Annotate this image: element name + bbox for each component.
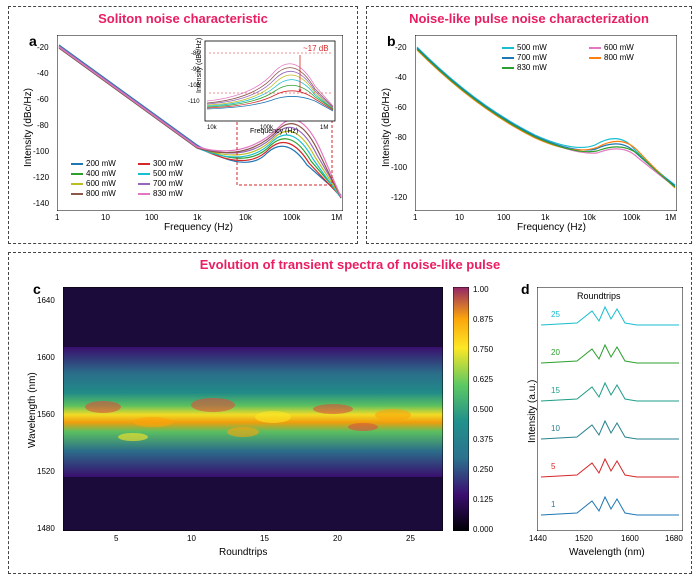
heatmap	[63, 287, 443, 531]
svg-text:1: 1	[551, 500, 556, 509]
panel-a-xlabel: Frequency (Hz)	[164, 222, 233, 233]
panel-c-sublabel: c	[33, 281, 41, 297]
svg-text:25: 25	[551, 310, 560, 319]
svg-text:-110: -110	[188, 99, 200, 105]
svg-text:10: 10	[551, 424, 560, 433]
panel-b-title: Noise-like pulse noise characterization	[367, 11, 691, 26]
panel-c-title: Evolution of transient spectra of noise-…	[9, 257, 691, 272]
svg-text:10k: 10k	[207, 125, 218, 131]
inset-annotation: ~17 dB	[303, 44, 329, 53]
panel-b-xlabel: Frequency (Hz)	[517, 222, 586, 233]
panel-b-ylabel: Intensity (dBc/Hz)	[381, 88, 392, 167]
svg-text:100k: 100k	[260, 125, 274, 131]
lineplot-xlabel: Wavelength (nm)	[569, 547, 645, 558]
svg-text:1M: 1M	[320, 125, 328, 131]
svg-text:15: 15	[551, 386, 560, 395]
panel-b: Noise-like pulse noise characterization …	[366, 6, 692, 244]
heatmap-xlabel: Roundtrips	[219, 547, 267, 558]
lineplot-ylabel: Intensity (a.u.)	[527, 380, 538, 443]
panel-d-sublabel: d	[521, 281, 530, 297]
panel-a: Soliton noise characteristic a	[8, 6, 358, 244]
panel-a-title: Soliton noise characteristic	[9, 11, 357, 26]
svg-text:Frequency (Hz): Frequency (Hz)	[250, 128, 298, 135]
lineplot-d: Roundtrips 25 20 15 10 5 1	[537, 287, 683, 531]
svg-text:20: 20	[551, 348, 560, 357]
panel-a-sublabel: a	[29, 33, 37, 49]
panel-a-legend: 200 mW 300 mW 400 mW 500 mW 600 mW 700 m…	[71, 159, 201, 199]
svg-text:-80: -80	[191, 51, 200, 57]
panel-b-legend: 500 mW 600 mW 700 mW 800 mW 830 mW	[502, 43, 672, 73]
svg-text:-100: -100	[188, 83, 201, 89]
panel-c: Evolution of transient spectra of noise-…	[8, 252, 692, 574]
svg-text:Roundtrips: Roundtrips	[577, 291, 621, 301]
svg-text:-90: -90	[191, 67, 200, 73]
svg-text:5: 5	[551, 462, 556, 471]
colorbar	[453, 287, 469, 531]
